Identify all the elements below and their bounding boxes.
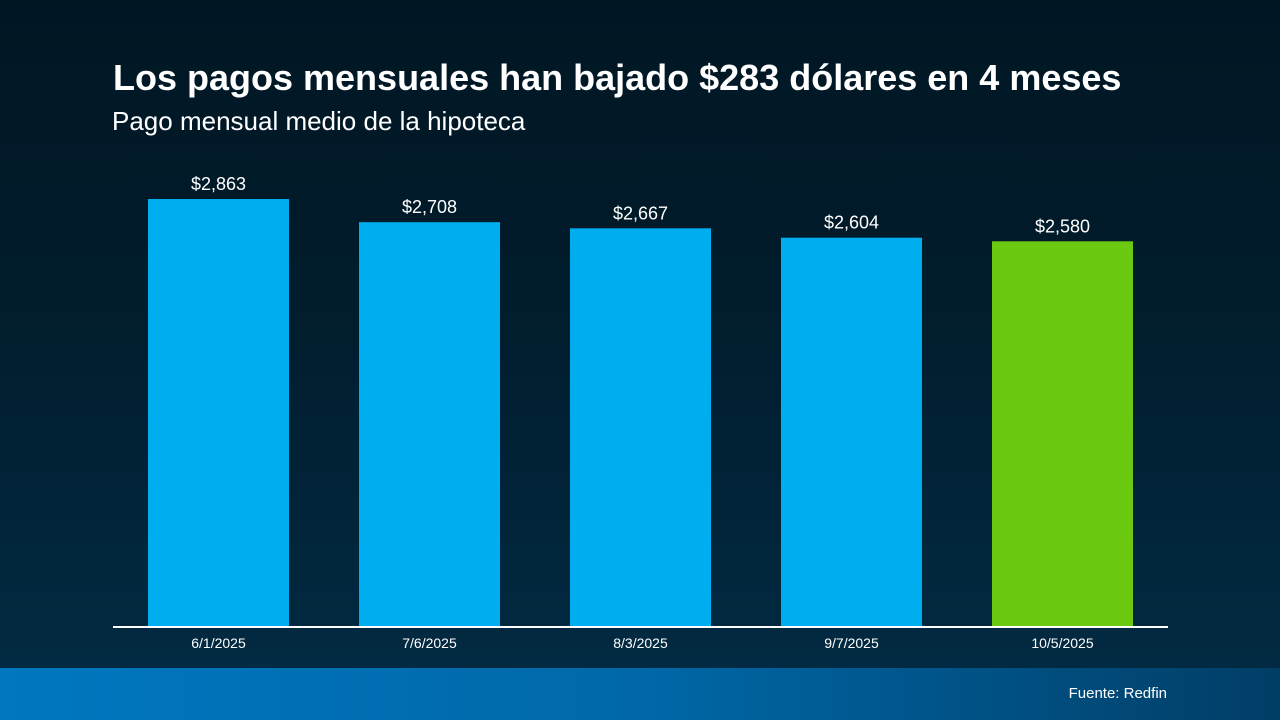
value-label-3: $2,667 xyxy=(613,203,668,223)
bar-4 xyxy=(781,237,922,628)
footer-band: Fuente: Redfin xyxy=(0,668,1280,720)
value-label-2: $2,708 xyxy=(402,197,457,217)
x-tick-label-4: 9/7/2025 xyxy=(824,635,879,651)
x-tick-label-1: 6/1/2025 xyxy=(191,635,246,651)
x-tick-label-3: 8/3/2025 xyxy=(613,635,668,651)
bar-5 xyxy=(992,241,1133,627)
bar-chart: $2,863 $2,708 $2,667 $2,604 $2,580 6/1/2025 7… xyxy=(148,174,1133,651)
source-label: Fuente: Redfin xyxy=(1068,685,1167,702)
x-tick-label-5: 10/5/2025 xyxy=(1031,635,1093,651)
bar-1 xyxy=(148,199,289,627)
value-labels-layer: $2,863 $2,708 $2,667 $2,604 $2,580 xyxy=(191,174,1090,236)
value-label-4: $2,604 xyxy=(824,213,879,233)
chart-subtitle: Pago mensual medio de la hipoteca xyxy=(112,106,526,136)
bars-layer xyxy=(148,199,1133,628)
chart-title: Los pagos mensuales han bajado $283 dóla… xyxy=(113,57,1122,98)
bar-2 xyxy=(359,222,500,627)
x-tick-label-2: 7/6/2025 xyxy=(402,635,457,651)
value-label-1: $2,863 xyxy=(191,174,246,194)
value-label-5: $2,580 xyxy=(1035,216,1090,236)
bar-3 xyxy=(570,228,711,628)
tick-labels-layer: 6/1/2025 7/6/2025 8/3/2025 9/7/2025 10/5/202… xyxy=(191,635,1094,651)
